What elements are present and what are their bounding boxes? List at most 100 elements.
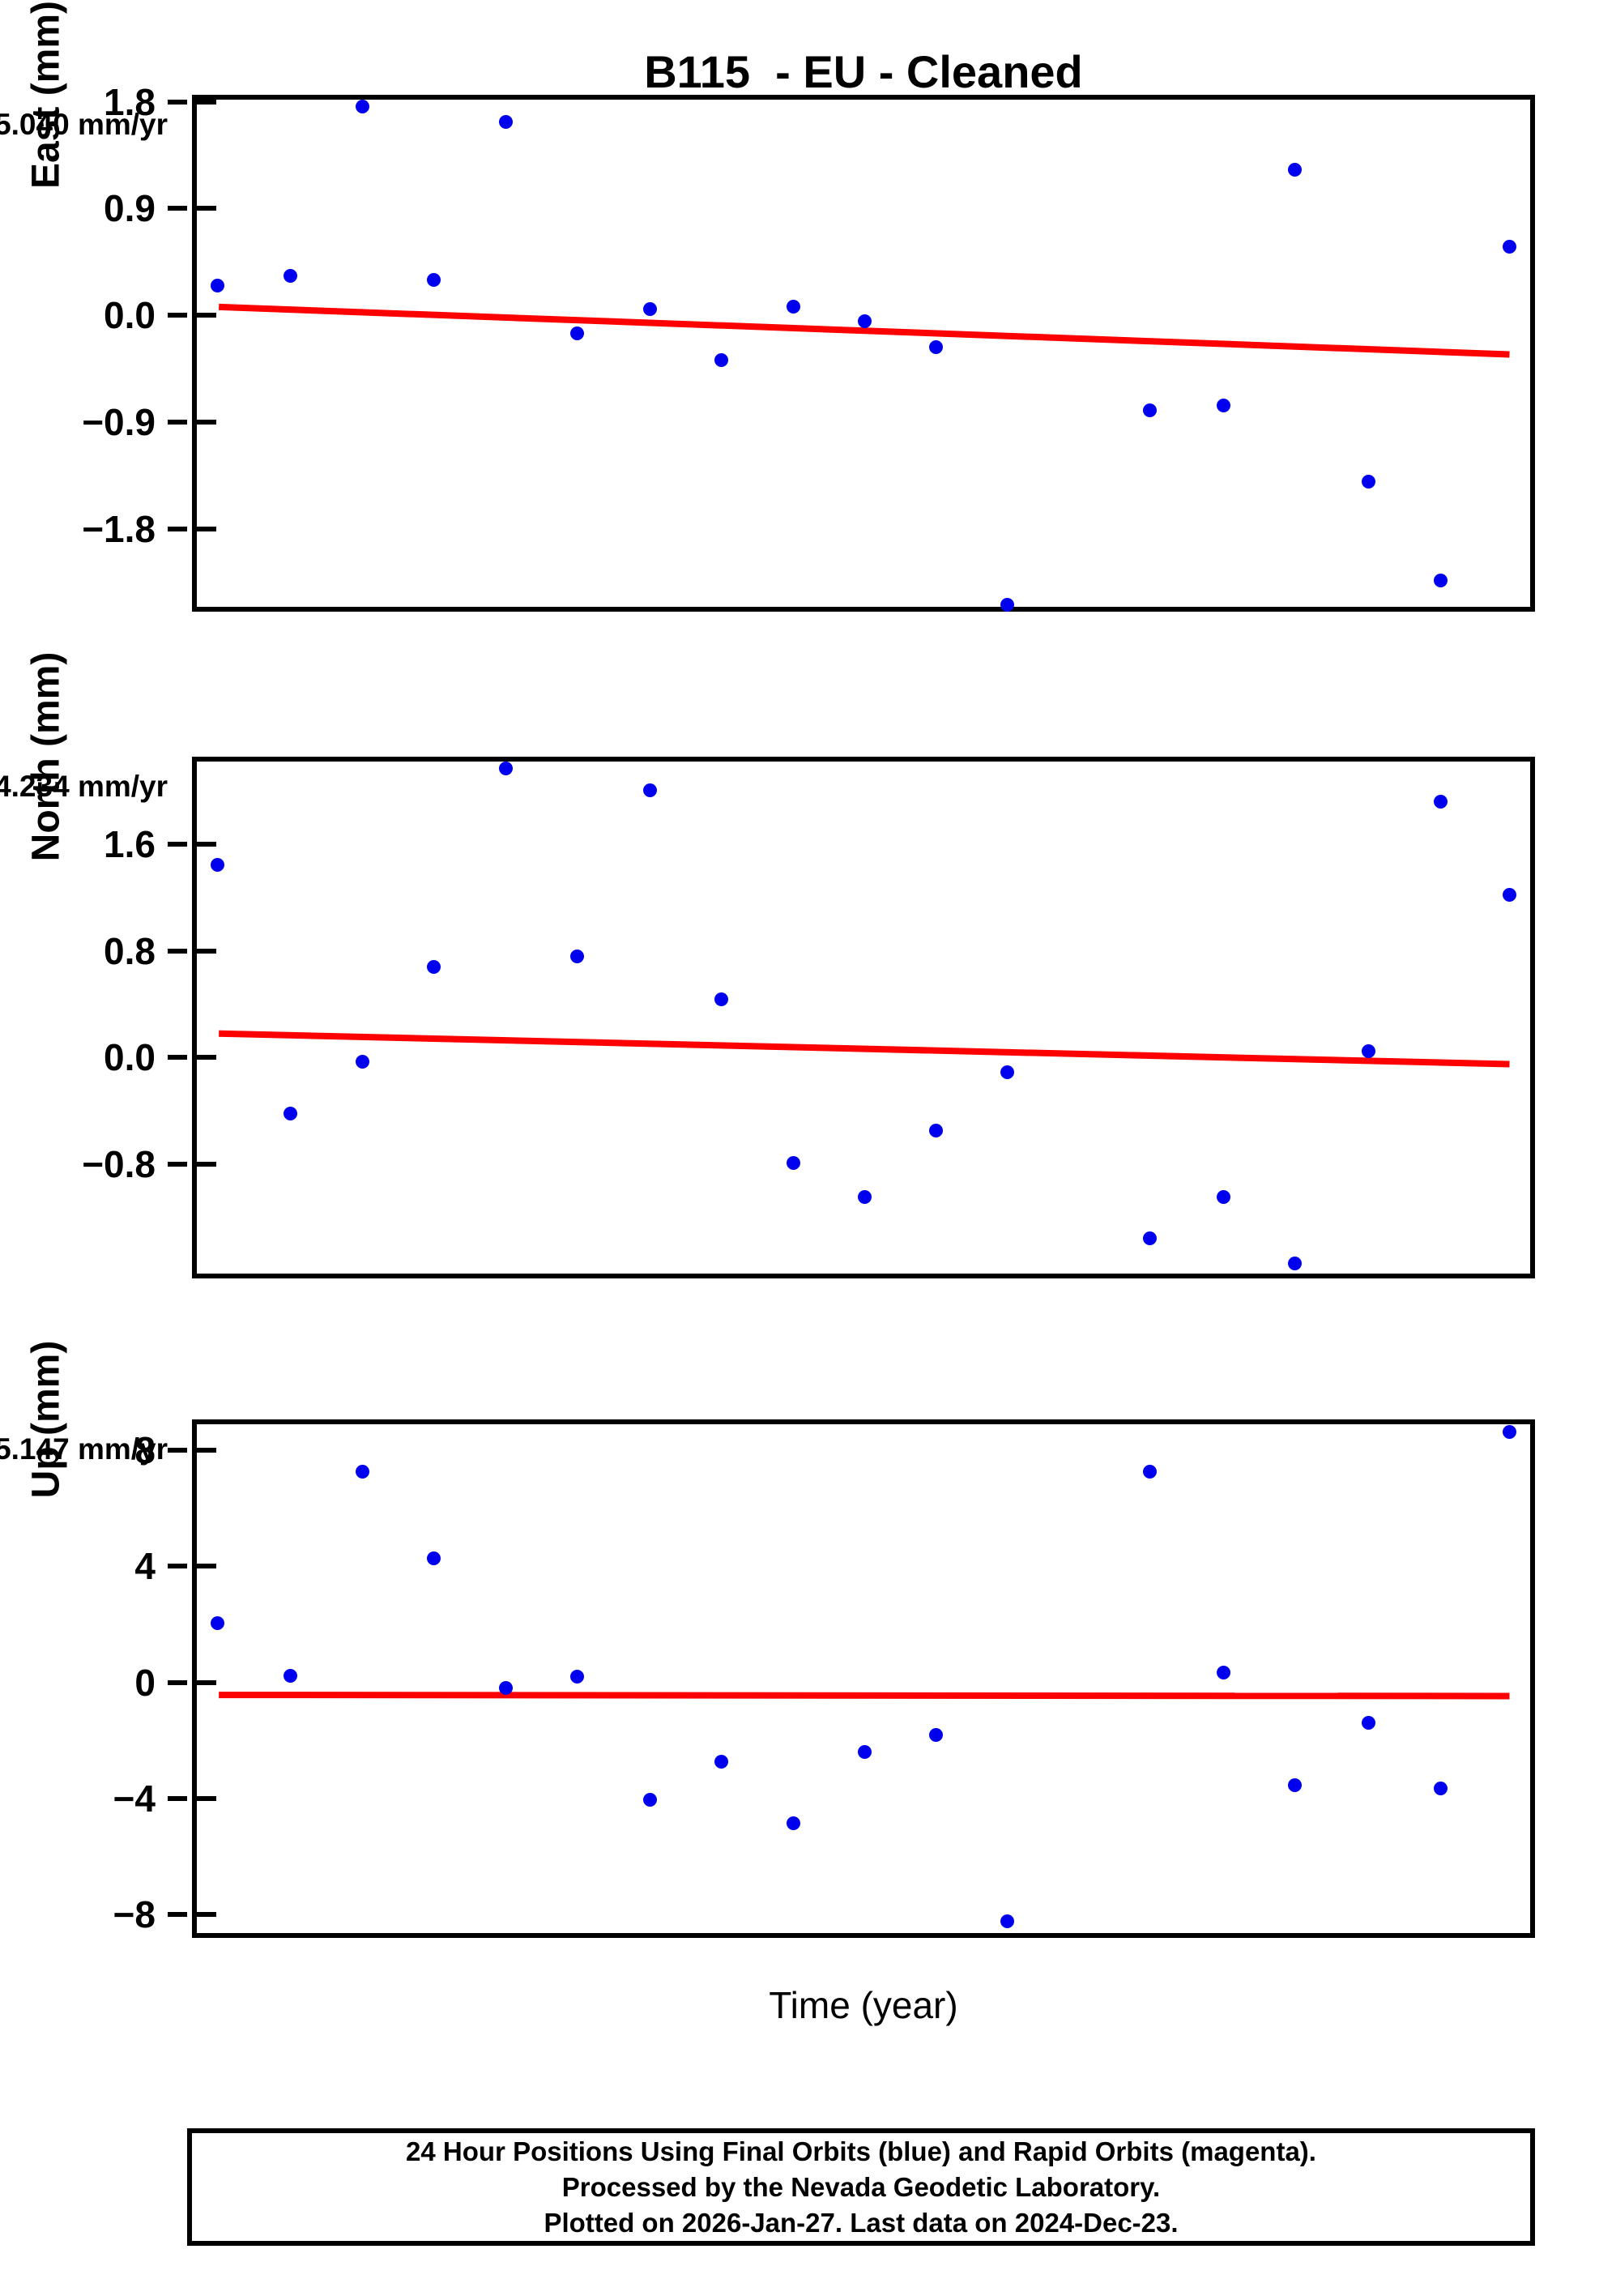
data-point — [499, 1680, 514, 1695]
trend-annotation-east: -2.683+/- 5.040 mm/yr — [0, 108, 168, 141]
y-tick-label: 1.8 — [104, 80, 156, 123]
data-point — [1287, 1777, 1302, 1792]
data-point — [787, 1155, 801, 1170]
trend-annotation-up: -0.189+/- 5.147 mm/yr — [0, 1432, 168, 1466]
data-point — [570, 1669, 585, 1684]
data-point — [1287, 162, 1302, 177]
data-point — [1142, 1465, 1157, 1479]
data-point — [787, 300, 801, 314]
data-point — [1142, 1231, 1157, 1246]
data-point — [499, 115, 514, 130]
east-panel: East (mm) -2.683+/- 5.040 mm/yr 1.80.90.… — [0, 1, 1535, 612]
data-point — [1434, 574, 1448, 588]
y-tick-mark — [197, 206, 216, 211]
data-point — [1000, 1914, 1014, 1929]
data-point — [1502, 1424, 1516, 1439]
y-tick-mark — [168, 313, 187, 318]
y-tick-mark — [168, 1912, 187, 1918]
data-point — [1000, 1065, 1014, 1079]
y-tick-label: 0.9 — [104, 187, 156, 230]
data-point — [1287, 1257, 1302, 1271]
y-tick-mark — [168, 1795, 187, 1801]
trend-line — [219, 303, 1510, 358]
data-point — [1142, 403, 1157, 417]
data-point — [929, 1124, 944, 1138]
plot-title: B115 - EU - Cleaned — [644, 45, 1083, 97]
data-point — [1216, 1666, 1230, 1680]
up-panel: Up (mm) -0.189+/- 5.147 mm/yr 8 4 0 −4 −8 — [0, 1341, 1535, 1938]
y-tick-mark — [197, 313, 216, 318]
data-point — [1000, 597, 1014, 612]
data-point — [1434, 795, 1448, 809]
y-tick-label: 4 — [134, 1545, 156, 1588]
y-tick-label: 0.8 — [104, 929, 156, 972]
y-tick-mark — [197, 419, 216, 425]
data-point — [426, 272, 441, 287]
data-point — [283, 269, 297, 284]
footer-box: 24 Hour Positions Using Final Orbits (bl… — [187, 2128, 1535, 2246]
data-point — [211, 279, 224, 293]
data-point — [426, 1551, 441, 1565]
y-tick-label: 1.6 — [104, 823, 156, 866]
y-tick-label: 8 — [134, 1428, 156, 1471]
y-tick-label: 0.0 — [104, 294, 156, 337]
y-tick-label: 0 — [134, 1661, 156, 1704]
y-tick-mark — [168, 526, 187, 531]
footer-line-2: Processed by the Nevada Geodetic Laborat… — [561, 2171, 1161, 2202]
y-tick-label: −8 — [113, 1893, 156, 1936]
data-point — [499, 762, 514, 776]
data-point — [356, 1054, 370, 1069]
data-point — [283, 1668, 297, 1683]
data-point — [283, 1106, 297, 1120]
y-tick-mark — [197, 1912, 216, 1918]
data-point — [787, 1816, 801, 1831]
x-axis-title: Time (year) — [769, 1984, 958, 2026]
y-tick-mark — [197, 1161, 216, 1167]
y-tick-label: 0.0 — [104, 1036, 156, 1079]
y-tick-mark — [168, 1055, 187, 1061]
data-point — [858, 1190, 872, 1205]
y-tick-label: −4 — [113, 1777, 156, 1820]
y-tick-mark — [197, 948, 216, 954]
y-tick-mark — [168, 1679, 187, 1685]
y-tick-mark — [168, 99, 187, 105]
y-tick-mark — [168, 1447, 187, 1453]
data-point — [1216, 1190, 1230, 1205]
data-point — [356, 1465, 370, 1479]
data-point — [1434, 1781, 1448, 1795]
trend-layer — [219, 303, 1510, 358]
data-point — [211, 1615, 224, 1630]
y-tick-label: −0.9 — [82, 400, 156, 443]
data-point — [1361, 1716, 1375, 1731]
trend-line — [219, 1692, 1510, 1700]
data-point — [1361, 474, 1375, 489]
y-tick-mark — [197, 526, 216, 531]
data-point — [1216, 398, 1230, 412]
y-tick-mark — [197, 1564, 216, 1569]
north-panel: North (mm) -1.354+/- 4.234 mm/yr 1.60.80… — [0, 652, 1535, 1278]
y-tick-mark — [168, 419, 187, 425]
y-tick-label: −0.8 — [82, 1142, 156, 1185]
data-point — [426, 960, 441, 975]
data-point — [858, 1745, 872, 1760]
y-tick-mark — [197, 1055, 216, 1061]
data-point — [714, 353, 728, 368]
y-tick-mark — [197, 1795, 216, 1801]
data-point — [642, 1792, 657, 1807]
y-tick-mark — [197, 99, 216, 105]
data-point — [1502, 239, 1516, 254]
y-tick-mark — [168, 948, 187, 954]
trend-layer — [219, 1692, 1510, 1700]
data-point — [642, 302, 657, 317]
y-tick-mark — [168, 1161, 187, 1167]
data-point — [858, 314, 872, 328]
y-tick-mark — [197, 1447, 216, 1453]
y-axis-label-up: Up (mm) — [24, 1340, 68, 1499]
data-point — [929, 340, 944, 355]
y-tick-mark — [168, 206, 187, 211]
y-tick-mark — [168, 842, 187, 847]
data-point — [570, 949, 585, 963]
footer-line-1: 24 Hour Positions Using Final Orbits (bl… — [406, 2136, 1316, 2166]
data-point — [714, 1755, 728, 1769]
data-point — [1502, 888, 1516, 903]
